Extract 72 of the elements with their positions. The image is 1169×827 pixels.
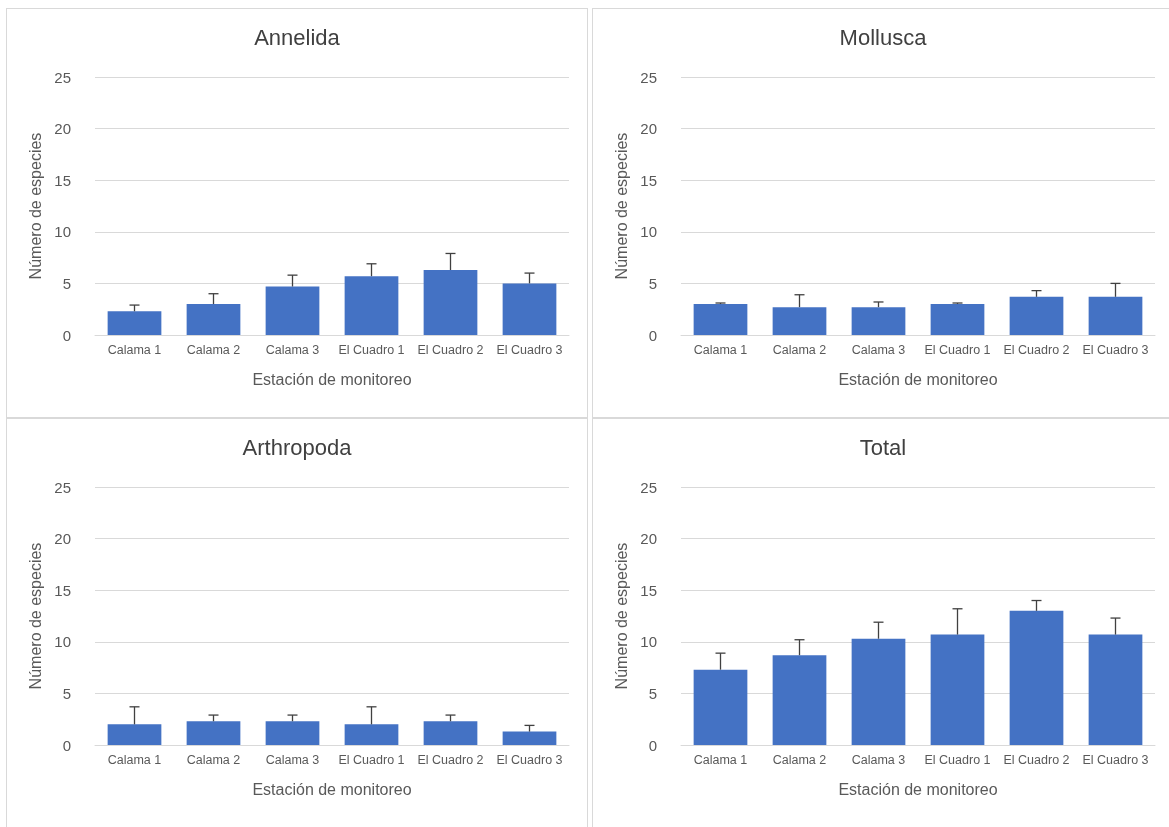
bar bbox=[265, 286, 320, 335]
bar bbox=[693, 669, 748, 745]
y-tick-label: 0 bbox=[648, 736, 657, 754]
x-axis-title: Estación de monitoreo bbox=[838, 780, 998, 798]
y-tick-label: 20 bbox=[640, 120, 657, 138]
bar bbox=[772, 655, 827, 745]
x-tick-label: Calama 1 bbox=[107, 342, 162, 357]
x-tick-label: El Cuadro 1 bbox=[924, 342, 991, 357]
x-tick-label: Calama 1 bbox=[693, 342, 748, 357]
x-tick-label: El Cuadro 3 bbox=[1082, 752, 1149, 767]
x-tick-label: El Cuadro 3 bbox=[496, 342, 563, 357]
y-tick-label: 10 bbox=[54, 223, 71, 241]
y-tick-label: 15 bbox=[640, 171, 657, 189]
y-tick-label: 10 bbox=[640, 223, 657, 241]
x-tick-label: Calama 2 bbox=[772, 342, 827, 357]
y-axis-title: Número de especies bbox=[26, 542, 44, 690]
y-tick-label: 20 bbox=[54, 120, 71, 138]
x-tick-label: Calama 3 bbox=[265, 342, 320, 357]
x-tick-label: Calama 3 bbox=[851, 752, 906, 767]
y-tick-label: 0 bbox=[648, 326, 657, 344]
x-tick-label: Calama 2 bbox=[772, 752, 827, 767]
bar bbox=[186, 304, 241, 335]
bar bbox=[502, 283, 557, 335]
y-tick-label: 5 bbox=[62, 684, 71, 702]
bar bbox=[344, 276, 399, 335]
bar bbox=[851, 638, 906, 745]
x-tick-label: El Cuadro 3 bbox=[1082, 342, 1149, 357]
y-tick-label: 25 bbox=[54, 478, 71, 496]
bar bbox=[1088, 634, 1143, 745]
x-axis-title: Estación de monitoreo bbox=[252, 370, 412, 388]
x-tick-label: Calama 3 bbox=[265, 752, 320, 767]
x-tick-label: El Cuadro 2 bbox=[417, 342, 484, 357]
y-tick-label: 0 bbox=[62, 326, 71, 344]
y-tick-label: 15 bbox=[640, 581, 657, 599]
y-axis-title: Número de especies bbox=[612, 132, 630, 280]
x-tick-label: El Cuadro 1 bbox=[924, 752, 991, 767]
x-tick-label: Calama 3 bbox=[851, 342, 906, 357]
x-axis-title: Estación de monitoreo bbox=[252, 780, 412, 798]
bar bbox=[423, 269, 478, 335]
x-tick-label: El Cuadro 2 bbox=[1003, 342, 1070, 357]
y-tick-label: 5 bbox=[62, 274, 71, 292]
y-tick-label: 25 bbox=[640, 68, 657, 86]
x-axis-title: Estación de monitoreo bbox=[838, 370, 998, 388]
y-tick-label: 15 bbox=[54, 171, 71, 189]
x-tick-label: Calama 2 bbox=[186, 342, 241, 357]
chart-title: Mollusca bbox=[839, 24, 928, 50]
y-tick-label: 20 bbox=[640, 530, 657, 548]
x-tick-label: El Cuadro 1 bbox=[338, 342, 405, 357]
x-tick-label: El Cuadro 2 bbox=[417, 752, 484, 767]
y-tick-label: 20 bbox=[54, 530, 71, 548]
y-tick-label: 10 bbox=[54, 633, 71, 651]
y-axis-title: Número de especies bbox=[26, 132, 44, 280]
bar bbox=[1009, 610, 1064, 745]
x-tick-label: Calama 1 bbox=[107, 752, 162, 767]
y-tick-label: 25 bbox=[54, 68, 71, 86]
y-tick-label: 15 bbox=[54, 581, 71, 599]
y-tick-label: 5 bbox=[648, 274, 657, 292]
chart-title: Arthropoda bbox=[242, 434, 353, 460]
y-tick-label: 10 bbox=[640, 633, 657, 651]
x-tick-label: El Cuadro 1 bbox=[338, 752, 405, 767]
x-tick-label: Calama 1 bbox=[693, 752, 748, 767]
y-tick-label: 0 bbox=[62, 736, 71, 754]
x-tick-label: Calama 2 bbox=[186, 752, 241, 767]
x-tick-label: El Cuadro 2 bbox=[1003, 752, 1070, 767]
y-tick-label: 5 bbox=[648, 684, 657, 702]
x-tick-label: El Cuadro 3 bbox=[496, 752, 563, 767]
bar bbox=[107, 311, 162, 335]
y-axis-title: Número de especies bbox=[612, 542, 630, 690]
chart-title: Annelida bbox=[254, 24, 341, 50]
chart-title: Total bbox=[859, 434, 907, 460]
bar bbox=[930, 634, 985, 745]
y-tick-label: 25 bbox=[640, 478, 657, 496]
